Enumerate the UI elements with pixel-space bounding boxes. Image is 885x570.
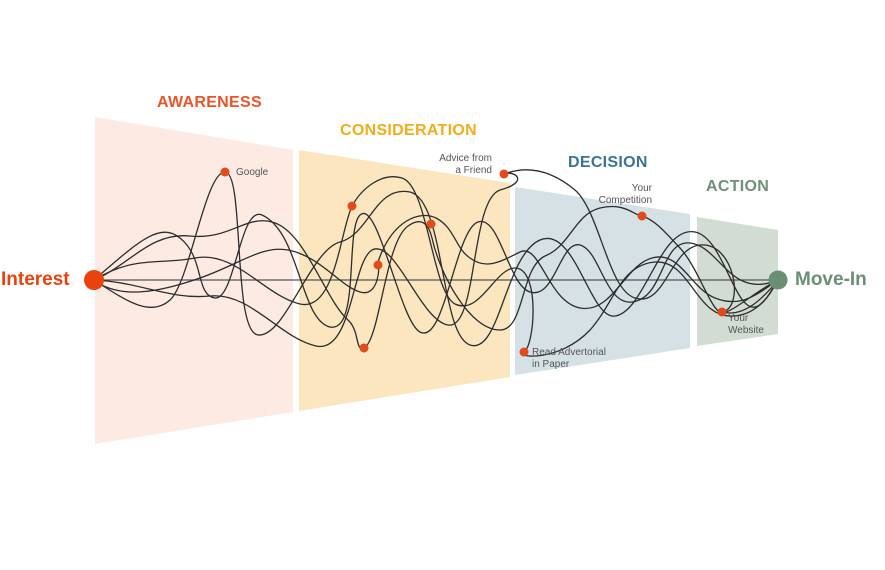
- touchpoint-label-line: Your: [728, 313, 749, 324]
- touchpoint-dot: [373, 260, 383, 270]
- touchpoint-label-line: Competition: [598, 195, 652, 206]
- decision-panel: [515, 187, 690, 375]
- touchpoint-website-dot: [717, 307, 727, 317]
- stage-title-awareness: AWARENESS: [157, 94, 262, 111]
- touchpoint-advertorial-dot: [519, 347, 529, 357]
- touchpoint-advice-dot: [499, 169, 509, 179]
- touchpoint-label-line: Read Advertorial: [532, 347, 606, 358]
- touchpoint-label-line: Advice from: [439, 153, 492, 164]
- touchpoint-label-line: a Friend: [455, 165, 492, 176]
- touchpoints: [220, 167, 727, 357]
- touchpoint-label-line: Google: [236, 167, 269, 178]
- journey-path: [93, 212, 779, 334]
- touchpoint-label-competition: Your Competition: [586, 183, 652, 207]
- touchpoint-dot: [347, 201, 357, 211]
- touchpoint-dot: [359, 343, 369, 353]
- journey-path: [93, 169, 779, 347]
- touchpoint-label-advertorial: Read Advertorial in Paper: [532, 347, 606, 371]
- stage-title-action: ACTION: [706, 178, 770, 195]
- journey-path: [93, 176, 779, 357]
- touchpoint-competition-dot: [637, 211, 647, 221]
- move-in-label: Move-In: [795, 269, 867, 290]
- touchpoint-label-line: Your: [631, 183, 652, 194]
- touchpoint-label-line: in Paper: [532, 359, 570, 370]
- move-in-endpoint-dot: [768, 270, 788, 290]
- stage-title-consideration: CONSIDERATION: [340, 122, 477, 139]
- interest-label: Interest: [1, 269, 70, 290]
- touchpoint-label-google: Google: [236, 167, 268, 179]
- journey-path: [93, 205, 779, 350]
- touchpoint-label-line: Website: [728, 325, 764, 336]
- stage-title-decision: DECISION: [568, 154, 648, 171]
- touchpoint-label-advice: Advice from a Friend: [428, 153, 492, 177]
- touchpoint-label-website: Your Website: [728, 313, 764, 337]
- touchpoint-dot: [426, 219, 436, 229]
- touchpoint-google-dot: [220, 167, 230, 177]
- interest-endpoint-dot: [84, 270, 104, 290]
- journey-path: [93, 214, 779, 309]
